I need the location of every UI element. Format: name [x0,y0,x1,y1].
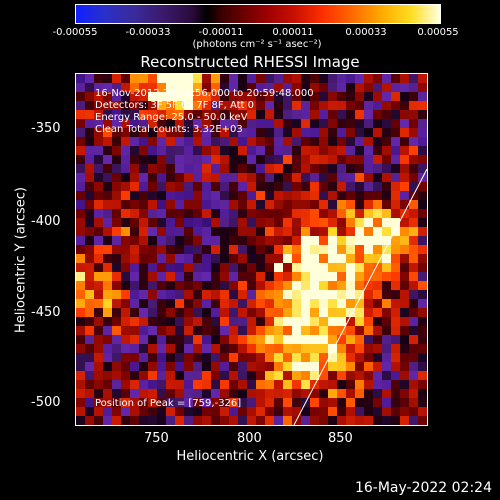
colorbar-tick: 0.00055 [417,27,459,38]
x-axis-label: Heliocentric X (arcsec) [176,449,324,464]
colorbar-tick: -0.00011 [198,27,244,38]
y-tick: -350 [31,121,61,136]
info-counts: Clean Total counts: 3.32E+03 [95,124,243,135]
info-time: 16-Nov-2012 20:56:56.000 to 20:59:48.000 [95,88,314,99]
y-tick: -450 [31,305,61,320]
flare-heatmap [76,74,427,425]
info-detectors: Detectors: 3F 5F 6F 7F 8F, Att 0 [95,100,255,111]
colorbar-tick: 0.00033 [345,27,387,38]
colorbar-tick: -0.00055 [52,27,98,38]
colorbar-unit: (photons cm⁻² s⁻¹ asec⁻²) [192,39,322,50]
x-tick: 750 [144,431,169,446]
colorbar [75,4,441,24]
colorbar-tick: -0.00033 [125,27,171,38]
image-title: Reconstructed RHESSI Image [140,53,360,71]
x-tick: 850 [328,431,353,446]
y-tick: -500 [31,395,61,410]
timestamp-footer: 16-May-2022 02:24 [354,480,492,496]
plot-area [75,73,428,426]
y-tick: -400 [31,214,61,229]
colorbar-tick: 0.00011 [272,27,314,38]
info-energy: Energy Range: 25.0 - 50.0 keV [95,112,248,123]
x-tick: 800 [237,431,262,446]
y-axis-label: Heliocentric Y (arcsec) [13,187,29,333]
solar-limb-line [293,168,427,425]
peak-position: Position of Peak = [759,-326] [95,398,242,409]
